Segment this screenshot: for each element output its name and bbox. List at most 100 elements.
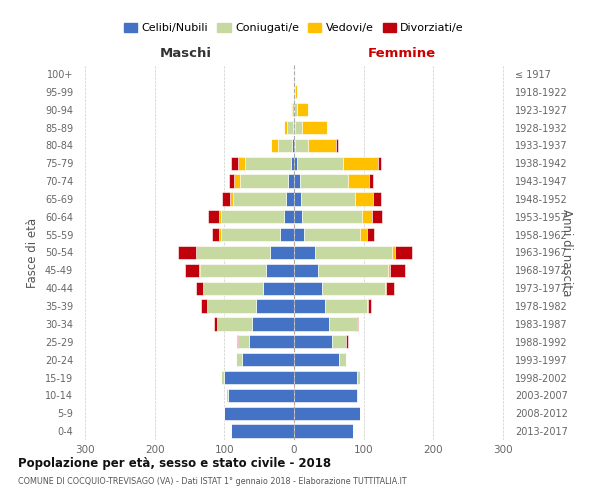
Bar <box>295 85 298 98</box>
Bar <box>221 192 230 205</box>
Bar <box>221 210 284 224</box>
Bar <box>294 264 319 277</box>
Bar <box>325 300 367 313</box>
Bar <box>271 138 278 152</box>
Bar <box>226 388 228 402</box>
Bar <box>372 210 382 224</box>
Bar <box>224 406 294 420</box>
Bar <box>245 156 290 170</box>
Bar <box>207 300 256 313</box>
Bar <box>386 282 394 295</box>
Text: Popolazione per età, sesso e stato civile - 2018: Popolazione per età, sesso e stato civil… <box>18 458 331 470</box>
Bar <box>294 174 299 188</box>
Text: COMUNE DI COCQUIO-TREVISAGO (VA) - Dati ISTAT 1° gennaio 2018 - Elaborazione TUT: COMUNE DI COCQUIO-TREVISAGO (VA) - Dati … <box>18 478 407 486</box>
Bar <box>221 228 280 241</box>
Bar <box>233 192 286 205</box>
Bar <box>329 317 357 330</box>
Bar <box>308 138 336 152</box>
Y-axis label: Anni di nascita: Anni di nascita <box>560 209 573 296</box>
Legend: Celibi/Nubili, Coniugati/e, Vedovi/e, Divorziati/e: Celibi/Nubili, Coniugati/e, Vedovi/e, Di… <box>119 18 469 38</box>
Bar <box>196 282 203 295</box>
Bar <box>284 121 287 134</box>
Bar <box>294 353 339 366</box>
Bar <box>208 210 219 224</box>
Bar <box>315 246 392 259</box>
Bar <box>362 210 372 224</box>
Bar <box>290 156 294 170</box>
Bar <box>368 300 371 313</box>
Bar <box>367 300 368 313</box>
Bar <box>390 264 406 277</box>
Bar <box>212 228 220 241</box>
Bar <box>203 282 263 295</box>
Bar <box>290 103 292 117</box>
Bar <box>349 174 369 188</box>
Bar <box>199 264 200 277</box>
Bar <box>231 424 294 438</box>
Bar <box>369 174 373 188</box>
Bar <box>355 192 373 205</box>
Bar <box>294 246 315 259</box>
Bar <box>377 156 381 170</box>
Bar <box>294 424 353 438</box>
Bar <box>294 156 298 170</box>
Bar <box>280 228 294 241</box>
Bar <box>294 103 298 117</box>
Bar <box>295 138 308 152</box>
Bar <box>242 353 294 366</box>
Bar <box>237 335 238 348</box>
Bar <box>287 121 293 134</box>
Bar <box>332 335 346 348</box>
Bar <box>294 406 360 420</box>
Bar <box>295 121 302 134</box>
Bar <box>217 317 252 330</box>
Bar <box>239 174 289 188</box>
Bar <box>293 121 294 134</box>
Bar <box>336 138 338 152</box>
Bar <box>294 138 295 152</box>
Bar <box>294 85 295 98</box>
Bar <box>385 282 386 295</box>
Bar <box>269 246 294 259</box>
Bar <box>220 228 221 241</box>
Bar <box>292 138 294 152</box>
Bar <box>360 228 367 241</box>
Bar <box>178 246 196 259</box>
Bar <box>231 156 238 170</box>
Bar <box>302 121 327 134</box>
Bar <box>278 138 292 152</box>
Bar <box>294 300 325 313</box>
Bar <box>392 246 395 259</box>
Bar <box>234 174 239 188</box>
Bar <box>395 246 412 259</box>
Bar <box>236 353 242 366</box>
Bar <box>185 264 199 277</box>
Bar <box>357 371 360 384</box>
Bar <box>286 192 294 205</box>
Bar <box>322 282 385 295</box>
Bar <box>228 388 294 402</box>
Bar <box>373 192 381 205</box>
Bar <box>357 388 358 402</box>
Bar <box>200 264 266 277</box>
Bar <box>229 174 234 188</box>
Bar <box>294 282 322 295</box>
Bar <box>214 317 217 330</box>
Bar <box>219 210 221 224</box>
Text: Maschi: Maschi <box>160 46 212 60</box>
Bar <box>289 174 294 188</box>
Bar <box>367 228 374 241</box>
Bar <box>346 335 347 348</box>
Bar <box>196 246 269 259</box>
Bar <box>294 371 357 384</box>
Bar <box>301 192 355 205</box>
Bar <box>249 335 294 348</box>
Bar <box>299 174 349 188</box>
Bar <box>230 192 233 205</box>
Bar <box>298 156 343 170</box>
Bar <box>302 210 362 224</box>
Bar <box>256 300 294 313</box>
Bar <box>263 282 294 295</box>
Bar <box>202 300 207 313</box>
Bar <box>343 156 377 170</box>
